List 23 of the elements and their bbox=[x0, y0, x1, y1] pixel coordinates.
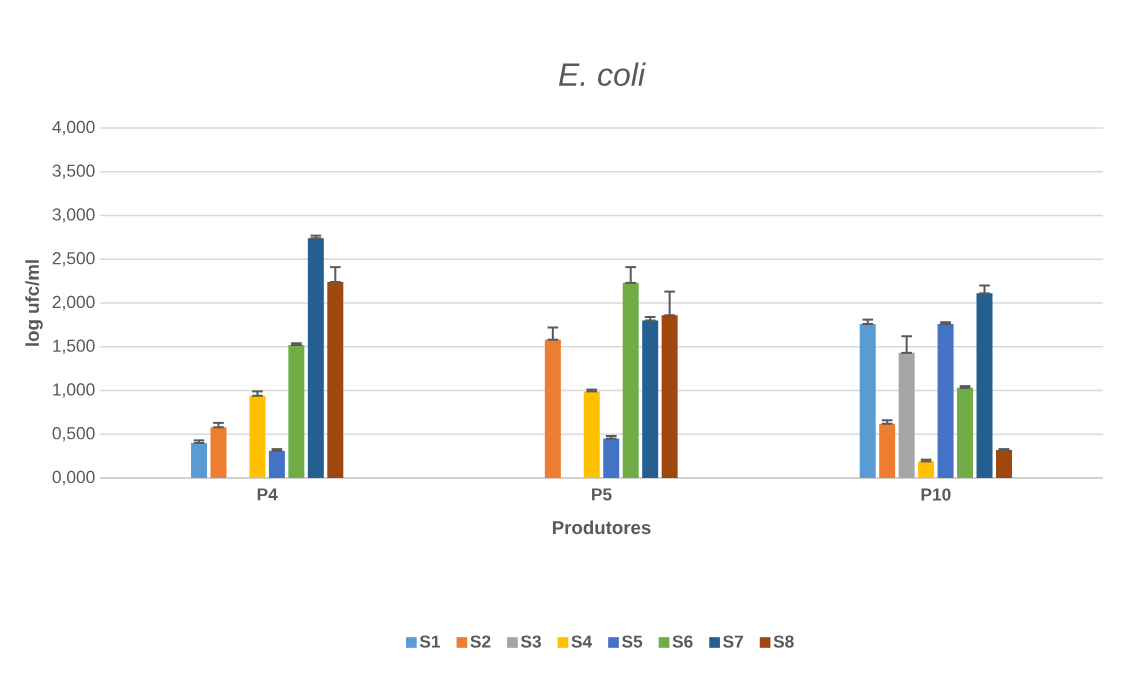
y-tick-label: 3,000 bbox=[52, 208, 95, 223]
legend-label: S5 bbox=[622, 635, 643, 648]
legend-label: S3 bbox=[520, 635, 542, 648]
x-tick-label: P4 bbox=[257, 488, 278, 501]
y-tick-label: 1,000 bbox=[53, 383, 95, 398]
x-tick-label: P10 bbox=[921, 488, 951, 501]
y-tick-label: 2,500 bbox=[52, 252, 95, 267]
y-axis-title: log ufc/ml bbox=[25, 260, 43, 346]
legend-label: S4 bbox=[571, 635, 593, 648]
legend-label: S8 bbox=[773, 635, 794, 648]
x-axis-title: Produtores bbox=[552, 520, 651, 535]
legend-label: S6 bbox=[672, 635, 693, 648]
y-tick-label: 0,000 bbox=[52, 470, 95, 486]
y-tick-label: 0,500 bbox=[52, 427, 95, 442]
legend-label: S2 bbox=[470, 635, 491, 648]
y-tick-label: 2,000 bbox=[52, 295, 95, 311]
legend-label: S7 bbox=[723, 635, 744, 648]
y-tick-label: 3,500 bbox=[52, 164, 95, 179]
x-tick-label: P5 bbox=[592, 488, 612, 501]
y-tick-label: 1,500 bbox=[53, 339, 95, 354]
chart-title: E. coli bbox=[558, 62, 646, 86]
legend-label: S1 bbox=[419, 635, 441, 648]
y-tick-label: 4,000 bbox=[52, 120, 95, 136]
